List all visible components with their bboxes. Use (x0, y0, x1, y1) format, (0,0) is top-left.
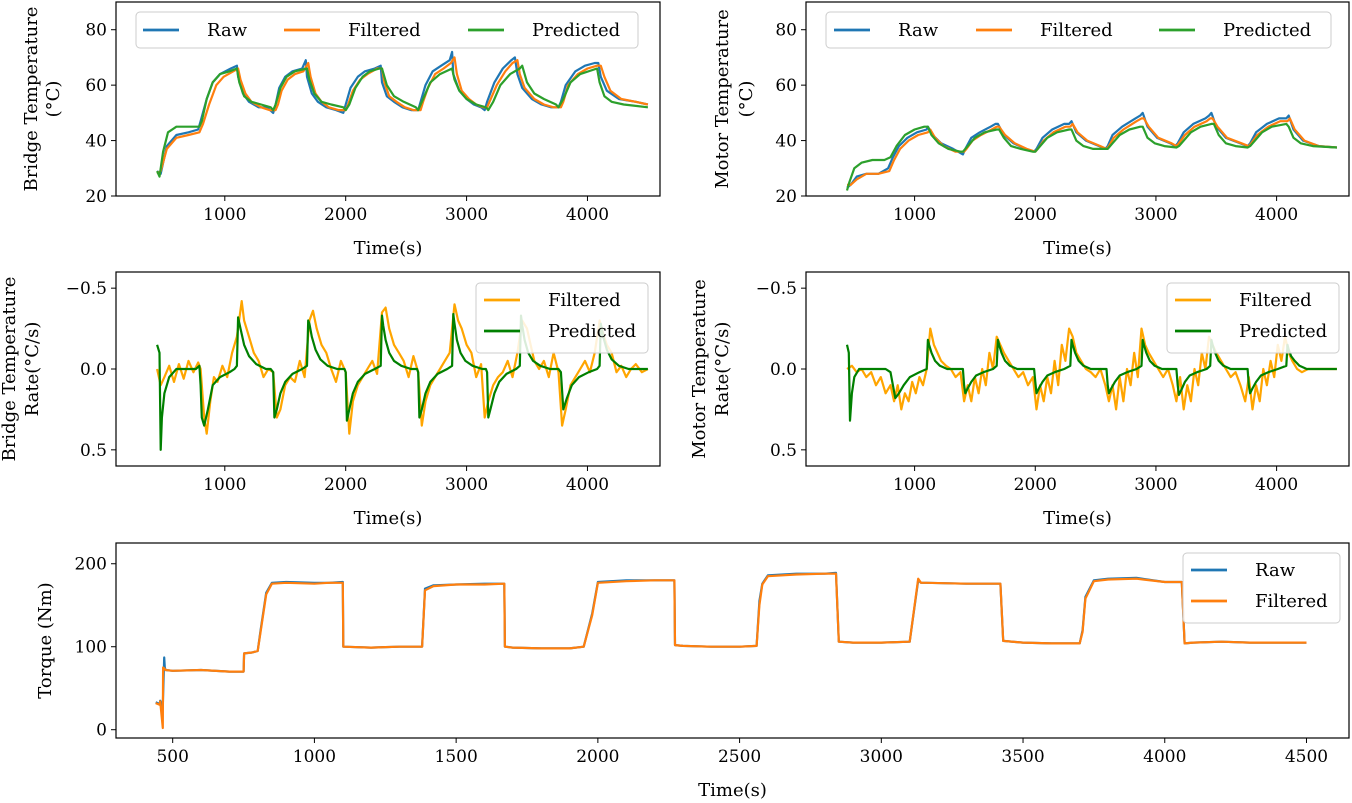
y-tick-label: −0.5 (756, 279, 797, 299)
series-line-filtered (156, 56, 649, 175)
series-line-predicted (156, 312, 648, 451)
legend: Raw Filtered Predicted (825, 11, 1332, 49)
x-tick-label: 1000 (203, 205, 246, 225)
motor-temperature-panel: 1000 2000 3000 4000 20 40 60 80 Time(s) Motor Tem… (712, 1, 1350, 259)
y-tick-label: 80 (775, 21, 797, 41)
legend-label-filtered: Filtered (1239, 290, 1312, 311)
x-tick-label: 2000 (1014, 205, 1057, 225)
series-group (845, 327, 1337, 422)
x-axis-label: Time(s) (1043, 238, 1112, 259)
y-tick-label: 100 (75, 638, 107, 658)
x-tick-label: 1000 (893, 475, 936, 495)
y-tick-label: 60 (85, 76, 107, 96)
x-tick-label: 1000 (293, 747, 336, 767)
legend-label-predicted: Predicted (532, 20, 620, 41)
plot-frame (115, 1, 661, 197)
x-axis-label: Time(s) (698, 780, 767, 801)
legend-label-filtered: Filtered (548, 290, 621, 311)
x-tick-label: 2500 (718, 747, 761, 767)
y-axis-label: Bridge Temperature (21, 7, 42, 192)
x-tick-label: 3000 (445, 475, 488, 495)
x-tick-label: 1500 (435, 747, 478, 767)
x-axis-label: Time(s) (354, 238, 423, 259)
legend: Filtered Predicted (475, 282, 649, 354)
x-tick-label: 3000 (860, 747, 903, 767)
y-tick-label: 0.0 (80, 360, 107, 380)
x-tick-label: 2000 (1014, 475, 1057, 495)
legend-label-raw: Raw (1255, 560, 1296, 581)
legend-label-filtered: Filtered (1040, 20, 1113, 41)
y-tick-label: 0 (96, 721, 107, 741)
x-tick-label: 3000 (1134, 205, 1177, 225)
y-tick-label: 60 (775, 76, 797, 96)
legend-label-raw: Raw (898, 20, 939, 41)
x-tick-label: 2000 (576, 747, 619, 767)
y-axis-label: (°C) (43, 81, 64, 118)
plot-frame (805, 1, 1350, 197)
legend-box (135, 11, 639, 49)
x-axis-label: Time(s) (354, 508, 423, 529)
legend-label-predicted: Predicted (1239, 321, 1327, 342)
y-axis-label: Rate(°C/s) (22, 322, 43, 417)
x-tick-label: 500 (156, 747, 188, 767)
y-tick-label: 80 (85, 21, 107, 41)
series-line-filtered (156, 300, 649, 435)
y-axis-label: Bridge Temperature (0, 277, 20, 462)
x-tick-label: 3000 (1134, 475, 1177, 495)
legend: Raw Filtered Predicted (135, 11, 639, 49)
bridge-temperature-panel: 1000 2000 3000 4000 20 40 60 80 Time(s) Bridge Te… (21, 1, 661, 259)
series-line-raw (846, 111, 1337, 189)
x-tick-label: 2000 (324, 475, 367, 495)
legend: Filtered Predicted (1166, 282, 1340, 354)
y-tick-label: 40 (85, 132, 107, 152)
x-tick-label: 1000 (893, 205, 936, 225)
y-axis-label: (°C) (736, 81, 757, 118)
x-tick-label: 3500 (1001, 747, 1044, 767)
y-axis-label: Torque (Nm) (35, 582, 56, 698)
y-tick-label: 40 (775, 132, 797, 152)
x-tick-label: 2000 (324, 205, 367, 225)
series-line-filtered (155, 572, 1307, 730)
x-tick-label: 4000 (566, 205, 609, 225)
series-group (156, 300, 649, 451)
torque-panel: 500 1000 1500 2000 2500 3000 3500 4000 4500 0 100 2… (35, 542, 1350, 801)
legend-label-predicted: Predicted (548, 321, 636, 342)
x-tick-label: 4000 (566, 475, 609, 495)
y-axis-label: Motor Temperature (689, 279, 710, 459)
series-line-predicted (845, 122, 1337, 191)
y-tick-label: 0.5 (80, 441, 107, 461)
y-tick-label: 200 (75, 555, 107, 575)
y-tick-label: 20 (775, 187, 797, 207)
plot-frame (115, 542, 1350, 739)
y-tick-label: 0.5 (770, 441, 797, 461)
series-line-predicted (156, 64, 649, 178)
y-tick-label: 20 (85, 187, 107, 207)
legend-box (825, 11, 1332, 49)
x-tick-label: 4000 (1255, 475, 1298, 495)
y-tick-label: 0.0 (770, 360, 797, 380)
legend: Raw Filtered (1182, 552, 1341, 624)
x-tick-label: 4500 (1285, 747, 1328, 767)
y-axis-label: Rate(°C/s) (712, 322, 733, 417)
x-tick-label: 4000 (1143, 747, 1186, 767)
legend-label-predicted: Predicted (1223, 20, 1311, 41)
x-tick-label: 4000 (1255, 205, 1298, 225)
legend-label-filtered: Filtered (1255, 591, 1328, 612)
bridge-temperature-rate-panel: 1000 2000 3000 4000 −0.5 0.0 0.5 Time(s) Bridge … (0, 271, 661, 529)
x-axis-label: Time(s) (1043, 508, 1112, 529)
y-axis-label: Motor Temperature (712, 9, 733, 189)
x-tick-label: 3000 (445, 205, 488, 225)
motor-temperature-rate-panel: 1000 2000 3000 4000 −0.5 0.0 0.5 Time(s) Motor T… (689, 271, 1350, 529)
legend-label-filtered: Filtered (348, 20, 421, 41)
series-group (845, 111, 1337, 191)
y-tick-label: −0.5 (66, 279, 107, 299)
x-tick-label: 1000 (203, 475, 246, 495)
series-group (156, 50, 649, 178)
series-group (155, 571, 1307, 730)
legend-label-raw: Raw (207, 20, 248, 41)
series-line-predicted (845, 338, 1337, 422)
series-line-raw (155, 571, 1307, 708)
